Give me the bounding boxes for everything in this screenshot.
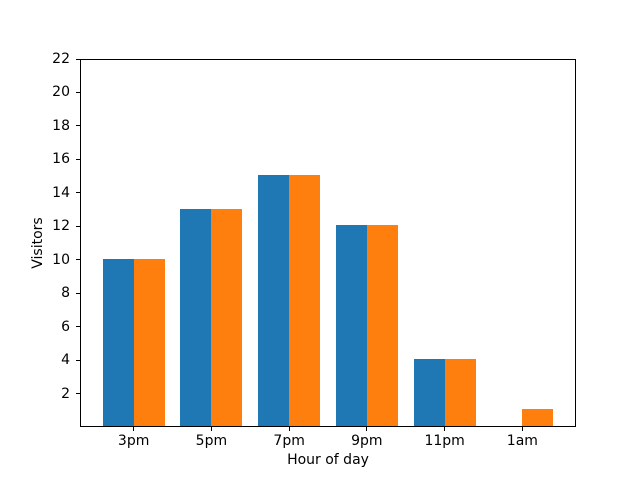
y-tick-mark <box>76 58 80 60</box>
bar-3pm-orange-series <box>133 258 165 426</box>
x-tick-label: 7pm <box>273 433 305 449</box>
y-tick-label: 2 <box>61 385 70 402</box>
y-tick-label: 14 <box>52 184 70 201</box>
y-tick-mark <box>76 292 80 294</box>
y-tick-label: 8 <box>61 285 70 302</box>
y-tick-mark <box>76 326 80 328</box>
y-tick-mark <box>76 225 80 227</box>
bar-9pm-blue-series <box>335 225 367 426</box>
x-tick-mark <box>444 427 446 431</box>
y-tick-mark <box>76 393 80 395</box>
bar-7pm-orange-series <box>289 175 321 426</box>
y-tick-label: 4 <box>61 352 70 369</box>
y-tick-mark <box>76 125 80 127</box>
bar-5pm-orange-series <box>211 208 243 426</box>
x-tick-mark <box>133 427 135 431</box>
y-tick-label: 6 <box>61 318 70 335</box>
bar-5pm-blue-series <box>180 208 212 426</box>
x-axis-label: Hour of day <box>287 452 369 468</box>
x-tick-label: 3pm <box>117 433 150 449</box>
y-tick-label: 12 <box>52 218 70 235</box>
y-tick-mark <box>76 192 80 194</box>
y-tick-mark <box>76 259 80 261</box>
bar-7pm-blue-series <box>258 175 290 426</box>
bar-11pm-orange-series <box>444 359 476 426</box>
bar-9pm-orange-series <box>366 225 398 426</box>
x-tick-mark <box>521 427 523 431</box>
bar-3pm-blue-series <box>102 258 134 426</box>
y-tick-mark <box>76 91 80 93</box>
y-tick-mark <box>76 158 80 160</box>
y-tick-label: 20 <box>52 84 70 101</box>
y-tick-label: 18 <box>52 117 70 134</box>
x-tick-label: 5pm <box>195 433 228 449</box>
x-tick-mark <box>366 427 368 431</box>
bar-1am-orange-series <box>522 409 554 426</box>
x-tick-mark <box>210 427 212 431</box>
y-tick-label: 10 <box>52 251 70 268</box>
x-tick-label: 1am <box>506 433 538 449</box>
x-tick-label: 9pm <box>351 433 383 449</box>
y-tick-label: 16 <box>52 151 70 168</box>
x-tick-label: 11pm <box>424 433 465 449</box>
y-tick-mark <box>76 359 80 361</box>
x-tick-mark <box>288 427 290 431</box>
bar-11pm-blue-series <box>413 359 445 426</box>
y-tick-label: 22 <box>52 51 70 67</box>
